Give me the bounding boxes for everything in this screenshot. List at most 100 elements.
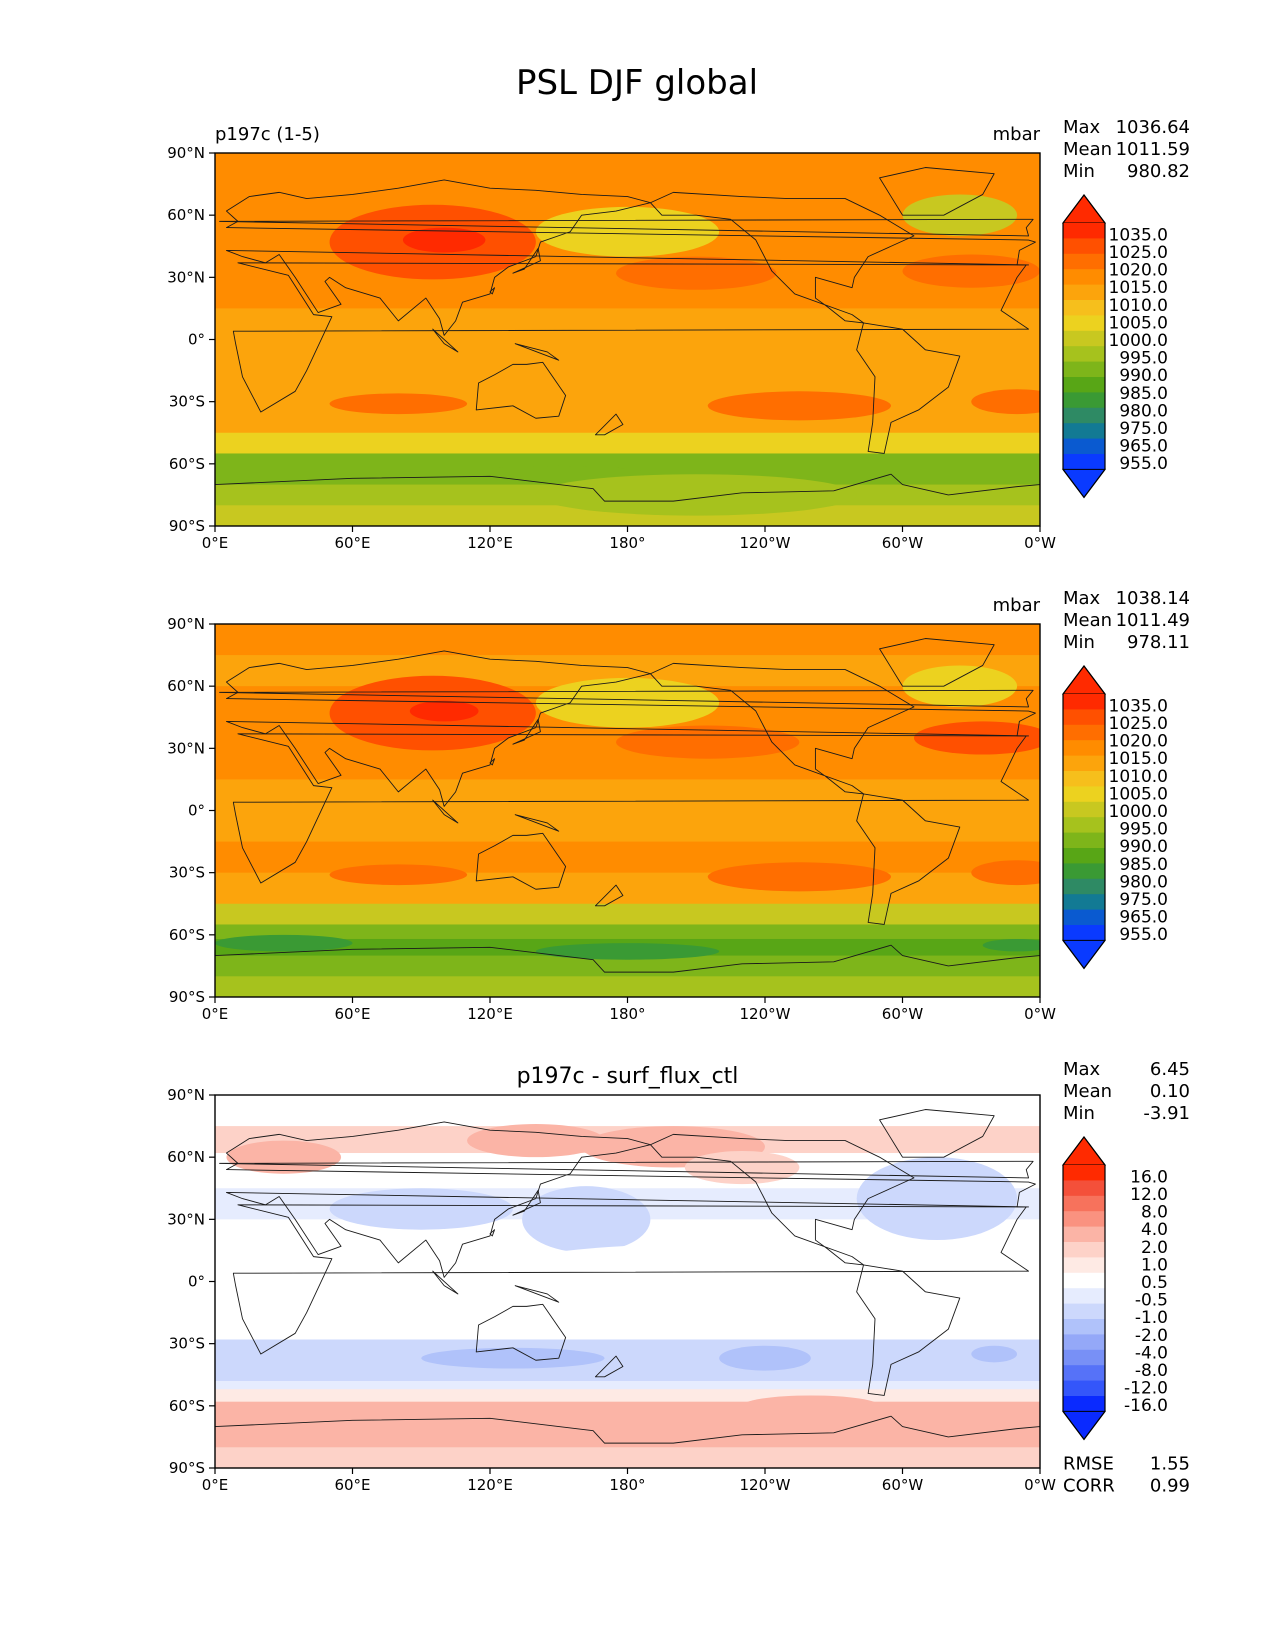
- field-feature: [409, 700, 479, 722]
- x-tick-label: 120°E: [467, 1476, 513, 1494]
- field-feature: [902, 665, 1018, 707]
- colorbar-segment: [1063, 909, 1105, 926]
- metric-label: CORR: [1063, 1475, 1115, 1496]
- field-feature: [522, 1186, 651, 1253]
- field-band: [215, 841, 1040, 874]
- x-tick-label: 120°W: [740, 1005, 791, 1023]
- field-feature: [490, 1405, 674, 1427]
- coastline: [594, 413, 624, 436]
- colorbar-segment: [1063, 755, 1105, 772]
- colorbar-segment: [1063, 786, 1105, 803]
- colorbar-segment: [1063, 269, 1105, 286]
- field-band: [215, 779, 1040, 811]
- field-feature: [707, 391, 892, 421]
- coastline: [475, 1303, 567, 1361]
- metric-label: RMSE: [1063, 1453, 1114, 1474]
- coastline: [215, 473, 1040, 526]
- coastlines: [215, 1109, 1040, 1468]
- colorbar-segment: [1063, 848, 1105, 864]
- field-band: [215, 1447, 1040, 1468]
- stat-label: Max: [1063, 1059, 1101, 1080]
- colorbar-tick-label: 0.5: [1141, 1273, 1168, 1293]
- colorbar-tick-label: 990.0: [1119, 837, 1168, 857]
- y-tick-label: 90°N: [167, 1086, 205, 1104]
- coastline: [226, 1121, 1036, 1278]
- field-feature: [329, 393, 468, 415]
- colorbar-extend-top: [1062, 1136, 1106, 1166]
- panel-units: mbar: [993, 595, 1041, 616]
- coastline: [856, 322, 961, 454]
- colorbar-tick-label: 1005.0: [1109, 313, 1168, 333]
- coastline: [432, 799, 459, 824]
- field-band: [215, 308, 1040, 340]
- field-feature: [226, 1140, 342, 1174]
- field-feature: [902, 194, 1018, 236]
- stat-label: Mean: [1063, 610, 1112, 631]
- field-feature: [902, 254, 1040, 288]
- colorbar-segment: [1063, 346, 1105, 363]
- colorbar-segment: [1063, 330, 1105, 347]
- colorbar-outline: [1062, 1136, 1106, 1441]
- colorbar-tick-label: 1000.0: [1109, 331, 1168, 351]
- colorbar-tick-label: 955.0: [1119, 454, 1168, 474]
- y-tick-label: 90°S: [169, 988, 205, 1006]
- colorbar-tick-label: 955.0: [1119, 925, 1168, 945]
- coastline: [594, 884, 624, 907]
- x-tick-label: 0°W: [1024, 534, 1056, 552]
- field-test: [215, 153, 1040, 526]
- x-tick-label: 60°E: [334, 1476, 370, 1494]
- colorbar-extend-top: [1062, 665, 1106, 695]
- colorbar-segment: [1063, 740, 1105, 757]
- field-band: [215, 1426, 1040, 1448]
- stat-value: 1011.49: [1116, 610, 1190, 631]
- coastline: [432, 1270, 459, 1295]
- colorbar-segment: [1063, 1180, 1105, 1197]
- y-tick-label: 30°S: [169, 393, 205, 411]
- colorbar-tick-label: 2.0: [1141, 1238, 1168, 1258]
- stat-value: 980.82: [1127, 161, 1190, 182]
- colorbar-tick-label: -12.0: [1124, 1379, 1168, 1399]
- coastline: [879, 638, 995, 687]
- y-tick-label: 0°: [188, 331, 205, 349]
- coastline: [232, 1204, 1029, 1355]
- figure-title: PSL DJF global: [516, 63, 758, 103]
- stat-value: 6.45: [1150, 1059, 1190, 1080]
- stat-value: 1011.59: [1116, 139, 1190, 160]
- x-tick-label: 60°E: [334, 1005, 370, 1023]
- colorbar-tick-label: 16.0: [1130, 1167, 1168, 1187]
- coastline: [432, 328, 459, 353]
- colorbar-segment: [1063, 223, 1105, 239]
- x-tick-label: 180°: [609, 1005, 645, 1023]
- x-tick-label: 180°: [609, 534, 645, 552]
- colorbar-segment: [1063, 377, 1105, 393]
- colorbar-tick-label: 965.0: [1119, 908, 1168, 928]
- field-feature: [421, 1347, 605, 1369]
- colorbar-tick-label: -2.0: [1135, 1326, 1168, 1346]
- colorbar-segment: [1063, 771, 1105, 787]
- y-tick-label: 90°S: [169, 1459, 205, 1477]
- colorbar-segment: [1063, 878, 1105, 895]
- y-tick-label: 30°N: [167, 1210, 205, 1228]
- coastline: [512, 247, 541, 274]
- coastline: [649, 1133, 915, 1266]
- x-tick-label: 0°E: [202, 534, 229, 552]
- y-tick-label: 90°N: [167, 615, 205, 633]
- colorbar-tick-label: 1025.0: [1109, 714, 1168, 734]
- coastline: [512, 718, 541, 745]
- field-band: [215, 748, 1040, 780]
- field-feature: [329, 1188, 513, 1230]
- colorbar-tick-label: 1015.0: [1109, 749, 1168, 769]
- field-feature: [535, 474, 857, 516]
- y-tick-label: 60°N: [167, 677, 205, 695]
- coastline: [232, 262, 1029, 413]
- stat-label: Min: [1063, 161, 1095, 182]
- y-tick-label: 60°S: [169, 455, 205, 473]
- stat-value: 978.11: [1127, 632, 1190, 653]
- y-tick-label: 0°: [188, 802, 205, 820]
- colorbar-tick-label: 965.0: [1119, 437, 1168, 457]
- field-band: [215, 1312, 1040, 1341]
- colorbar-tick-label: 1035.0: [1109, 225, 1168, 245]
- colorbar-segment: [1063, 1257, 1105, 1274]
- field-band: [215, 1339, 1040, 1365]
- colorbar-segment: [1063, 253, 1105, 270]
